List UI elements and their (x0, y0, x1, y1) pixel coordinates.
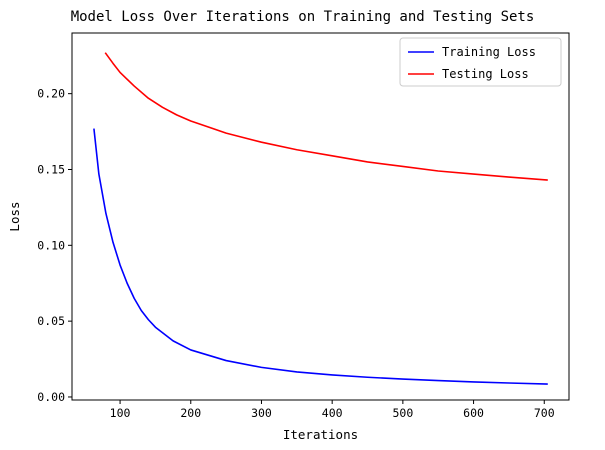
series-line-testing-loss (104, 52, 548, 181)
legend-label: Training Loss (442, 45, 536, 59)
x-tick-label: 700 (534, 406, 555, 420)
y-axis-ticks: 0.00 0.05 0.10 0.15 0.20 (37, 87, 72, 404)
chart-title: Model Loss Over Iterations on Training a… (71, 9, 535, 25)
x-tick-label: 200 (180, 406, 201, 420)
y-tick-label: 0.10 (37, 238, 65, 252)
y-tick-label: 0.00 (37, 390, 65, 404)
y-tick-label: 0.15 (37, 162, 65, 176)
legend-label: Testing Loss (442, 67, 529, 81)
series-layer (93, 52, 548, 385)
x-tick-label: 500 (392, 406, 413, 420)
plot-area-frame (71, 32, 570, 401)
legend-box (399, 37, 562, 87)
x-tick-label: 400 (322, 406, 343, 420)
x-tick-label: 100 (110, 406, 131, 420)
x-tick-label: 600 (463, 406, 484, 420)
x-axis-label: Iterations (283, 427, 358, 442)
y-tick-label: 0.20 (37, 87, 65, 101)
series-line-training-loss (93, 128, 548, 385)
x-tick-label: 300 (251, 406, 272, 420)
legend: Training Loss Testing Loss (399, 37, 562, 87)
y-axis-label: Loss (7, 201, 22, 231)
x-axis-ticks: 100 200 300 400 500 600 700 (110, 400, 555, 420)
y-tick-label: 0.05 (37, 314, 65, 328)
